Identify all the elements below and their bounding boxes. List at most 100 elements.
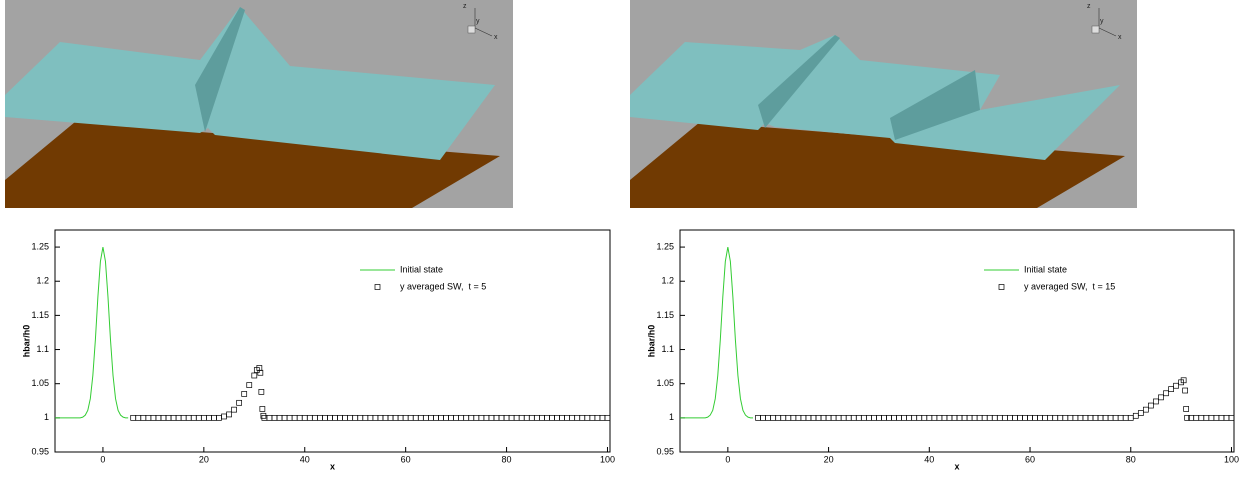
square-marker [1088,415,1093,420]
square-marker [358,415,363,420]
y-tick-label: 1.25 [656,241,674,251]
legend-label: y averaged SW, t = 5 [400,281,486,291]
square-marker [600,415,605,420]
y-tick-label: 1.2 [36,276,49,286]
square-marker [992,415,997,420]
square-marker [796,415,801,420]
square-marker [811,415,816,420]
square-marker [302,415,307,420]
square-marker [816,415,821,420]
square-marker [232,407,237,412]
line-series [680,247,753,418]
square-marker [444,415,449,420]
square-marker [1169,387,1174,392]
square-marker [897,415,902,420]
square-marker [1028,415,1033,420]
square-marker [237,400,242,405]
square-marker [1058,415,1063,420]
square-marker [1128,415,1133,420]
square-marker [881,415,886,420]
square-marker [216,415,221,420]
square-marker [383,415,388,420]
legend-label: y averaged SW, t = 15 [1024,281,1115,291]
triad-label: y [1100,18,1104,25]
square-marker [469,415,474,420]
square-marker [595,415,600,420]
square-marker [1002,415,1007,420]
square-marker [428,415,433,420]
square-marker [161,415,166,420]
y-tick-label: 0.95 [656,446,674,456]
x-tick-label: 20 [199,454,209,464]
square-marker [1143,407,1148,412]
legend-swatch [999,285,1004,290]
square-marker [575,415,580,420]
square-marker [1012,415,1017,420]
square-marker [912,415,917,420]
square-marker [887,415,892,420]
legend-label: Initial state [400,264,443,274]
y-tick-label: 1 [669,412,674,422]
square-marker [242,391,247,396]
x-tick-label: 80 [502,454,512,464]
square-marker [861,415,866,420]
y-tick-label: 1.25 [31,241,49,251]
square-marker [1103,415,1108,420]
square-marker [272,415,277,420]
square-marker [227,412,232,417]
square-marker [333,415,338,420]
square-marker [201,415,206,420]
square-marker [932,415,937,420]
square-marker [987,415,992,420]
square-marker [1048,415,1053,420]
square-marker [1164,391,1169,396]
square-marker [191,415,196,420]
square-marker [570,415,575,420]
square-marker [1204,415,1209,420]
square-marker [977,415,982,420]
x-tick-label: 20 [824,454,834,464]
square-marker [373,415,378,420]
square-marker [1158,395,1163,400]
square-marker [871,415,876,420]
square-marker [287,415,292,420]
square-marker [1017,415,1022,420]
square-marker [605,415,610,420]
square-marker [156,415,161,420]
square-marker [856,415,861,420]
square-marker [1174,383,1179,388]
square-marker [211,415,216,420]
square-marker [786,415,791,420]
square-marker [1153,399,1158,404]
square-marker [151,415,156,420]
chart: 0204060801000.9511.051.11.151.21.25xhbar… [21,230,615,471]
square-marker [1033,415,1038,420]
square-marker [565,415,570,420]
x-tick-label: 40 [300,454,310,464]
square-marker [892,415,897,420]
triad-label: y [476,18,480,25]
square-marker [176,415,181,420]
square-marker [1184,406,1189,411]
square-marker [922,415,927,420]
square-marker [514,415,519,420]
figure: z y x z y x 0204060801000.9511.051.11.15… [0,0,1254,482]
square-marker [146,415,151,420]
square-marker [353,415,358,420]
square-marker [821,415,826,420]
x-tick-label: 40 [924,454,934,464]
square-marker [423,415,428,420]
square-marker [902,415,907,420]
square-marker [826,415,831,420]
square-marker [282,415,287,420]
square-marker [489,415,494,420]
square-marker [942,415,947,420]
square-marker [801,415,806,420]
square-marker [1093,415,1098,420]
square-marker [947,415,952,420]
square-marker [962,415,967,420]
y-tick-label: 1.15 [31,310,49,320]
square-marker [260,406,265,411]
square-marker [967,415,972,420]
square-marker [196,415,201,420]
